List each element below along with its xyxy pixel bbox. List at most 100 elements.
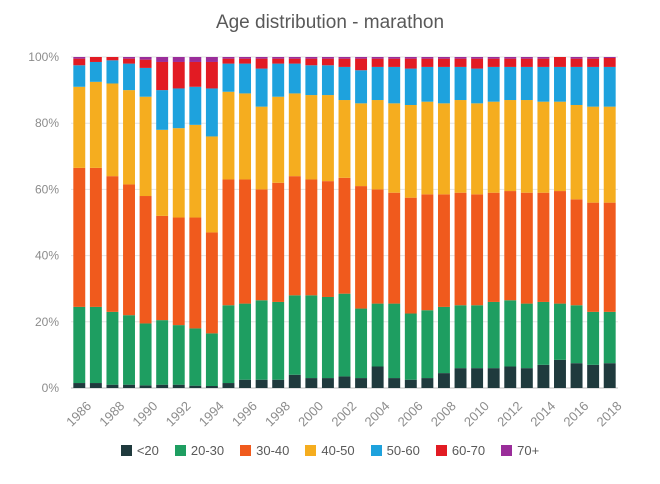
bar-segment <box>189 86 202 125</box>
x-tick-label: 1990 <box>129 398 160 429</box>
y-axis-ticks: 0% 20% 40% 60% 80% 100% <box>28 50 59 395</box>
bar-segment <box>321 65 334 96</box>
bar-segment <box>520 66 533 101</box>
bar-segment <box>355 186 368 309</box>
bar-segment <box>189 217 202 329</box>
bar-segment <box>603 57 616 67</box>
bar-segment <box>388 378 401 388</box>
bar-segment <box>222 63 235 92</box>
bar-segment <box>421 310 434 379</box>
bar-segment <box>338 177 351 294</box>
bar-segment <box>487 101 500 193</box>
bar-segment <box>388 58 401 67</box>
bar-segment <box>371 100 384 190</box>
bar-segment <box>504 100 517 192</box>
bar-segment <box>73 58 86 66</box>
bar-segment <box>139 96 152 197</box>
bar-segment <box>89 383 102 388</box>
bar-segment <box>537 58 550 67</box>
bar-segment <box>504 300 517 367</box>
bar-segment <box>272 57 285 59</box>
bar-segment <box>437 373 450 388</box>
bar-segment <box>537 66 550 102</box>
bar-segment <box>255 106 268 190</box>
bar-segment <box>305 65 318 96</box>
bar-segment <box>454 58 467 67</box>
bar-segment <box>189 124 202 218</box>
bar-segment <box>388 192 401 304</box>
bar-segment <box>554 303 566 360</box>
bar-segment <box>123 57 135 59</box>
bar-segment <box>172 128 185 218</box>
legend-label: 40-50 <box>321 443 355 458</box>
bar-segment <box>554 101 566 192</box>
bar-segment <box>371 189 384 304</box>
bar-segment <box>255 68 268 107</box>
bar-segment <box>437 194 450 307</box>
bar-segment <box>189 385 202 388</box>
legend-item: <20 <box>120 443 159 458</box>
bar-segment <box>587 202 600 312</box>
bar-segment <box>421 66 434 102</box>
bar-segment <box>172 325 185 385</box>
legend-item: 60-70 <box>435 443 486 458</box>
bar-segment <box>288 93 301 177</box>
bar-segment <box>437 306 450 374</box>
bar-segment <box>139 67 152 97</box>
bar-segment <box>239 303 252 380</box>
bar-segment <box>520 57 533 59</box>
bar-segment <box>321 95 334 182</box>
bar-segment <box>603 57 616 58</box>
bar-segment <box>520 58 533 67</box>
legend-swatch <box>435 445 447 456</box>
legend-swatch <box>370 445 382 456</box>
x-tick-label: 1998 <box>262 398 293 429</box>
bar-segment <box>172 384 185 388</box>
bar-segment <box>239 379 252 388</box>
bar-segment <box>603 311 616 364</box>
bar-segment <box>404 197 417 314</box>
bar-segment <box>371 58 384 67</box>
bar-segment <box>570 105 583 200</box>
bar-segment <box>570 57 583 59</box>
bar-segment <box>255 58 268 69</box>
bar-segment <box>321 378 334 388</box>
bar-segment <box>487 192 500 302</box>
chart-legend: <20 20-30 30-40 40-50 50-60 60-70 70+ <box>0 443 660 458</box>
bar-segment <box>487 66 500 102</box>
bar-segment <box>471 58 484 69</box>
bar-segment <box>139 59 152 68</box>
x-tick-label: 1994 <box>196 398 227 429</box>
bar-segment <box>305 95 318 180</box>
bar-segment <box>205 57 218 62</box>
bar-segment <box>106 57 119 61</box>
bar-segment <box>603 66 616 107</box>
x-tick-label: 2014 <box>527 398 558 429</box>
bar-segment <box>139 323 152 386</box>
bar-segment <box>239 93 252 180</box>
bar-segment <box>106 384 119 388</box>
bar-segment <box>239 58 252 64</box>
bar-segment <box>156 90 169 130</box>
bar-segment <box>355 308 368 379</box>
bar-segment <box>73 306 86 384</box>
bar-segment <box>388 303 401 379</box>
bar-segment <box>172 217 185 326</box>
legend-label: <20 <box>136 443 159 458</box>
bar-segment <box>222 57 235 59</box>
bar-segment <box>437 103 450 195</box>
bar-segment <box>89 57 102 62</box>
bar-segment <box>305 378 318 388</box>
bar-segment <box>288 295 301 375</box>
y-tick-label: 40% <box>35 249 59 263</box>
y-tick-label: 60% <box>35 182 59 196</box>
bar-segment <box>123 90 135 185</box>
bar-segment <box>471 57 484 59</box>
legend-label: 60-70 <box>451 443 486 458</box>
bar-segment <box>554 66 566 102</box>
bar-segment <box>338 376 351 388</box>
bar-segment <box>371 303 384 367</box>
bar-segment <box>388 57 401 59</box>
bar-segment <box>222 305 235 384</box>
bar-segment <box>587 364 600 388</box>
